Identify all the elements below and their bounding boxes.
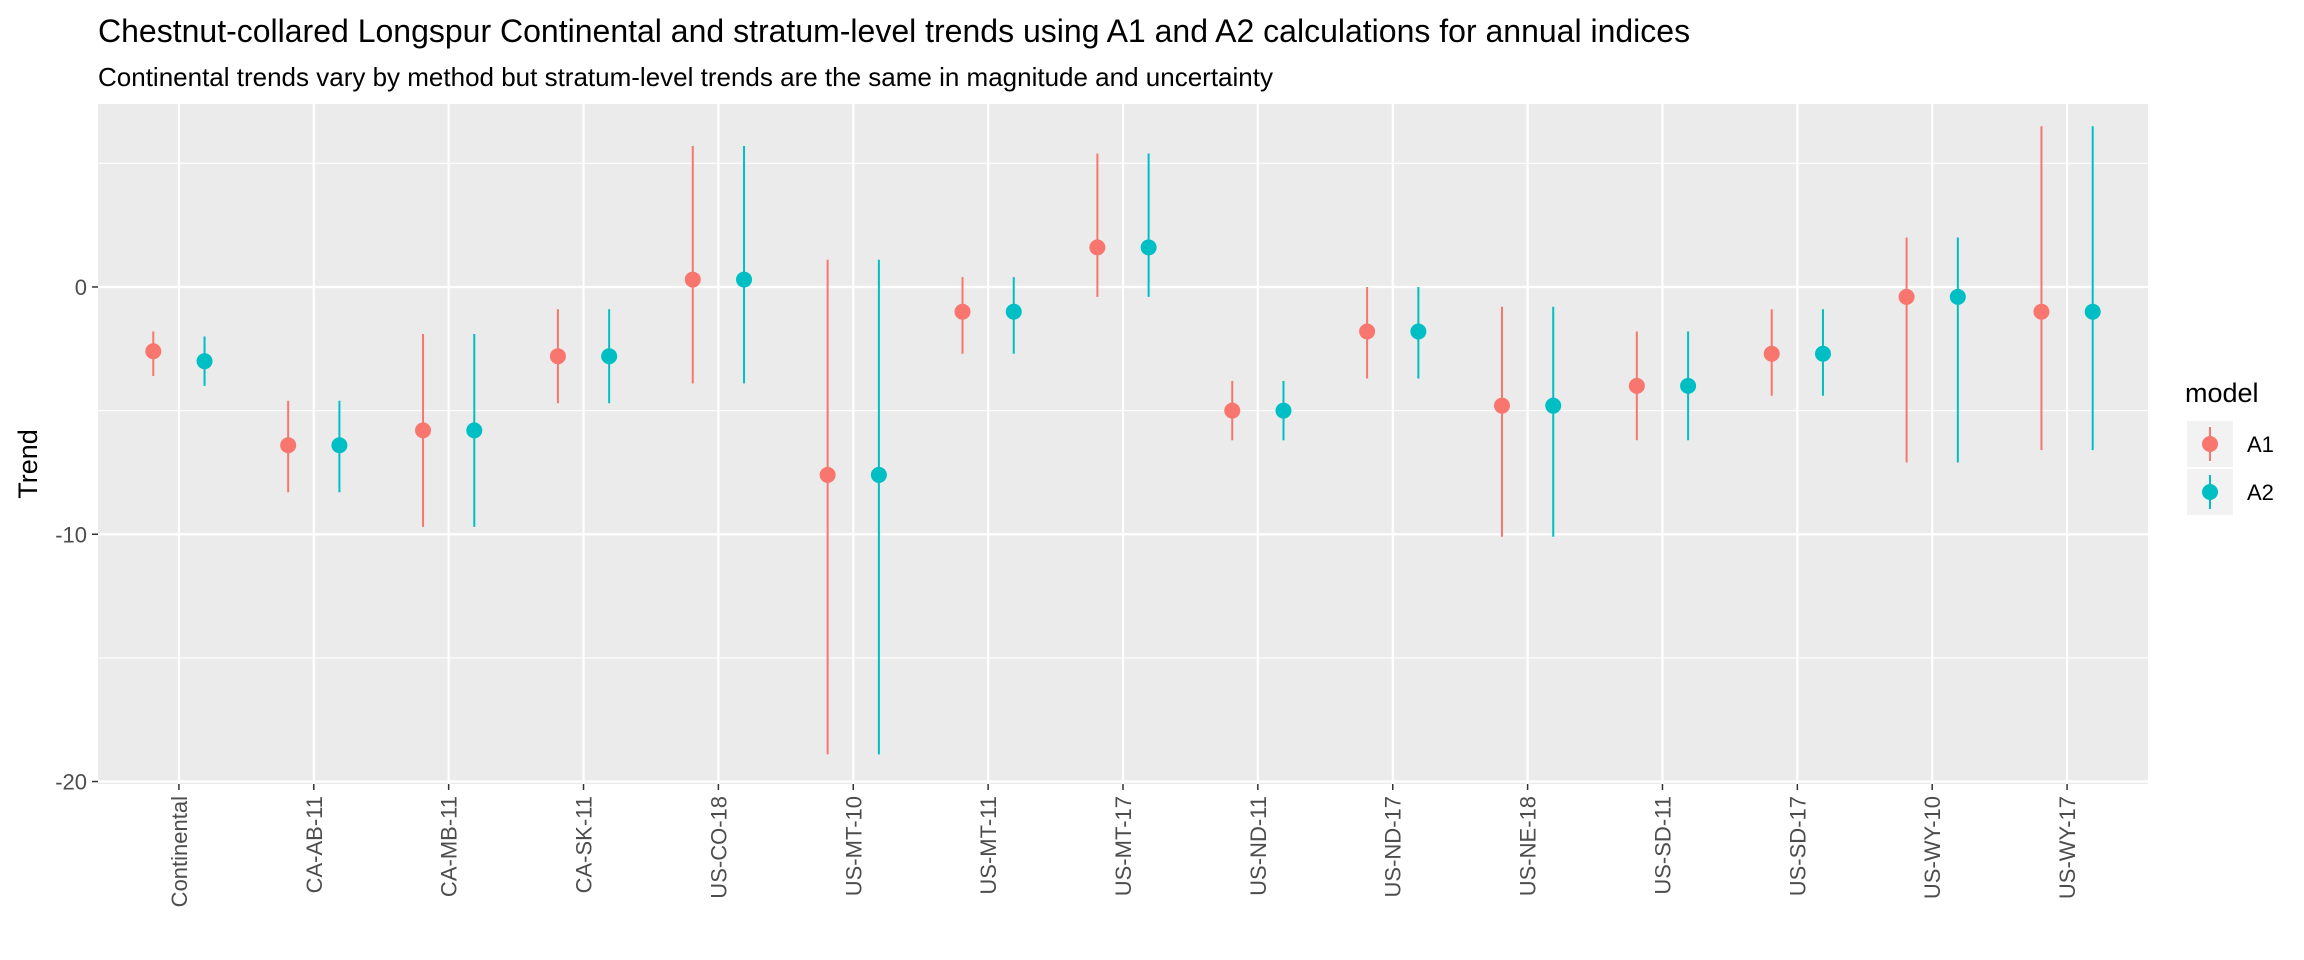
legend-item-A2: A2 xyxy=(2187,469,2274,515)
data-point xyxy=(1545,397,1562,414)
data-point xyxy=(601,348,618,365)
y-tick-label: -20 xyxy=(55,770,87,795)
x-tick-label: US-SD-17 xyxy=(1785,796,1810,896)
chart-subtitle: Continental trends vary by method but st… xyxy=(98,62,1273,92)
x-tick-label: CA-AB-11 xyxy=(302,796,327,893)
x-tick-label: US-ND-17 xyxy=(1381,796,1406,897)
x-tick-label: CA-SK-11 xyxy=(572,796,597,893)
legend: model A1 A2 xyxy=(2185,378,2274,515)
data-point xyxy=(280,437,297,454)
data-point xyxy=(684,271,701,288)
legend-key-point xyxy=(2202,484,2218,500)
series-A2 xyxy=(196,126,2101,755)
data-point xyxy=(415,422,432,439)
x-tick-labels: Continental CA-AB-11 CA-MB-11 CA-SK-11 US-CO… xyxy=(167,784,2080,907)
legend-item-A1: A1 xyxy=(2187,421,2274,467)
data-point xyxy=(1140,239,1157,256)
data-point xyxy=(1898,288,1915,305)
x-tick-label: US-MT-11 xyxy=(976,796,1001,895)
data-point xyxy=(1089,239,1106,256)
series-A1 xyxy=(145,126,2050,755)
data-point xyxy=(1224,402,1241,419)
y-tick-label: -10 xyxy=(55,522,87,547)
data-point xyxy=(736,271,753,288)
data-point xyxy=(1763,345,1780,362)
x-tick-label: US-WY-10 xyxy=(1920,796,1945,899)
data-point xyxy=(1359,323,1376,340)
data-point xyxy=(331,437,348,454)
data-point xyxy=(1680,377,1697,394)
x-tick-label: US-MT-10 xyxy=(841,796,866,896)
data-point xyxy=(466,422,483,439)
data-point xyxy=(1005,303,1022,320)
data-point xyxy=(870,466,887,483)
data-point xyxy=(2033,303,2050,320)
x-tick-label: US-MT-17 xyxy=(1111,796,1136,896)
legend-label: A1 xyxy=(2247,432,2274,457)
x-tick-label: US-SD-11 xyxy=(1650,796,1675,895)
legend-key-point xyxy=(2202,436,2218,452)
data-point xyxy=(1493,397,1510,414)
data-point xyxy=(1814,345,1831,362)
data-point xyxy=(954,303,971,320)
data-point xyxy=(145,343,162,360)
data-point xyxy=(1949,288,1966,305)
data-point xyxy=(819,466,836,483)
chart-title: Chestnut-collared Longspur Continental a… xyxy=(98,13,1690,49)
legend-title: model xyxy=(2185,378,2259,408)
y-axis-title: Trend xyxy=(13,429,43,499)
plot-panel xyxy=(98,104,2148,784)
data-point xyxy=(549,348,566,365)
y-tick-label: 0 xyxy=(75,275,87,300)
data-point xyxy=(196,353,213,370)
x-tick-label: US-CO-18 xyxy=(706,796,731,899)
x-tick-label: US-NE-18 xyxy=(1516,796,1541,896)
x-tick-label: US-ND-11 xyxy=(1246,796,1271,896)
y-tick-labels: 0 -10 -20 xyxy=(55,275,98,795)
x-tick-label: CA-MB-11 xyxy=(437,796,462,897)
legend-label: A2 xyxy=(2247,480,2274,505)
x-tick-label: Continental xyxy=(167,796,192,907)
data-point xyxy=(1275,402,1292,419)
data-point xyxy=(2084,303,2101,320)
x-tick-label: US-WY-17 xyxy=(2055,796,2080,899)
data-point xyxy=(1410,323,1427,340)
data-point xyxy=(1628,377,1645,394)
